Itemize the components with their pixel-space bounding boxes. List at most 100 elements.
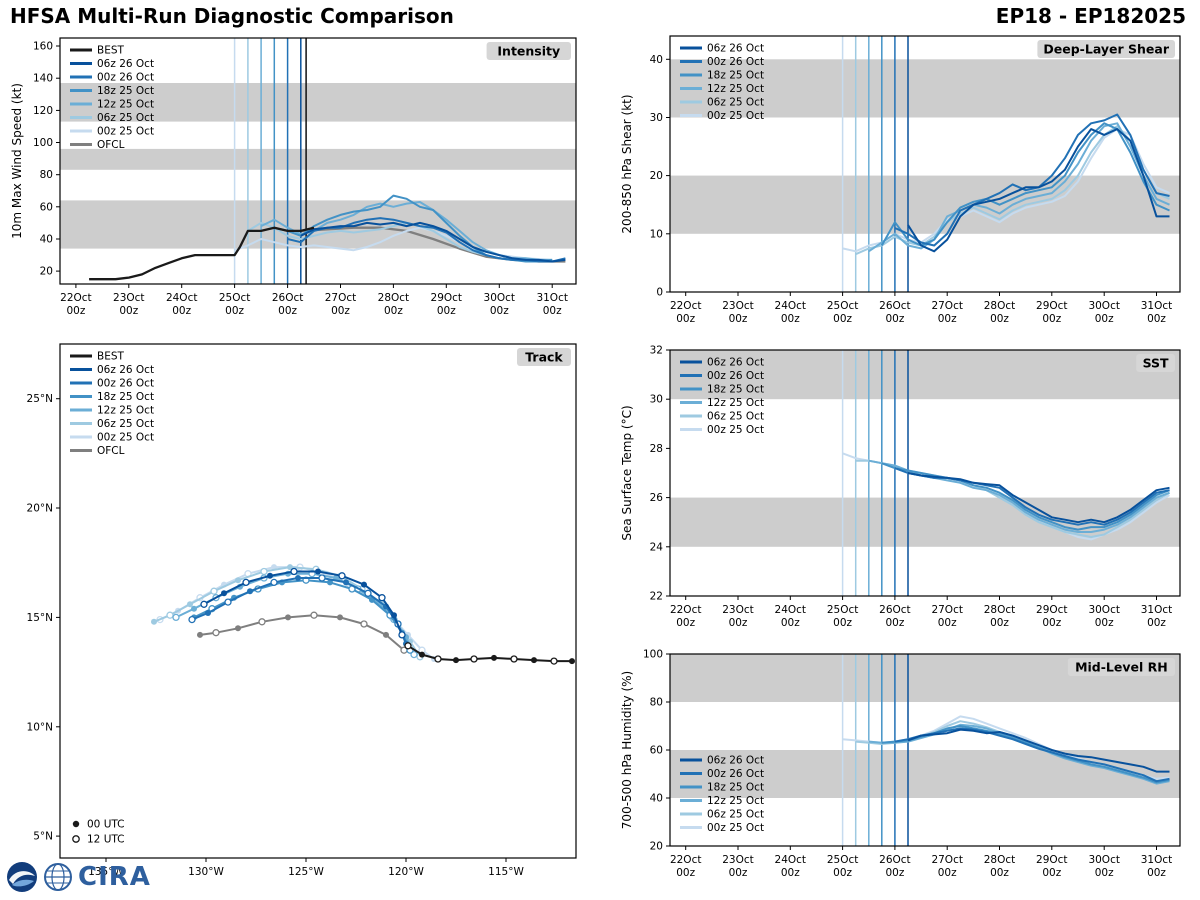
y-axis-label: 10m Max Wind Speed (kt) [10, 83, 24, 239]
svg-text:00z: 00z [1095, 617, 1114, 629]
svg-text:00z: 00z [938, 617, 957, 629]
legend-label: 00z 25 Oct [707, 822, 764, 834]
track-best [404, 642, 575, 665]
svg-text:00z: 00z [172, 305, 191, 317]
svg-text:25°N: 25°N [27, 393, 53, 405]
svg-text:00z: 00z [885, 617, 904, 629]
svg-text:Track: Track [525, 350, 563, 365]
svg-text:26Oct: 26Oct [879, 300, 911, 312]
svg-text:29Oct: 29Oct [431, 292, 463, 304]
track-06z-26-oct [200, 567, 406, 639]
svg-text:29Oct: 29Oct [1036, 604, 1068, 616]
svg-text:27Oct: 27Oct [931, 604, 963, 616]
legend-label: 00z 26 Oct [707, 56, 764, 68]
svg-text:Deep-Layer Shear: Deep-Layer Shear [1043, 42, 1169, 57]
panel-title: Track [517, 348, 571, 366]
mid-level-rh-chart: 22Oct00z23Oct00z24Oct00z25Oct00z26Oct00z… [620, 649, 1181, 879]
svg-text:00z: 00z [729, 617, 748, 629]
svg-text:10: 10 [650, 228, 663, 240]
x-axis: 22Oct00z23Oct00z24Oct00z25Oct00z26Oct00z… [60, 284, 568, 317]
svg-text:00z: 00z [1095, 313, 1114, 325]
svg-text:24Oct: 24Oct [775, 604, 807, 616]
sst-chart: 22Oct00z23Oct00z24Oct00z25Oct00z26Oct00z… [620, 345, 1181, 629]
svg-text:160: 160 [33, 41, 53, 53]
legend-label: 12z 25 Oct [97, 99, 154, 111]
svg-text:15°N: 15°N [27, 612, 53, 624]
svg-text:SST: SST [1143, 356, 1169, 371]
svg-text:00z: 00z [938, 867, 957, 879]
legend-label: OFCL [97, 445, 125, 457]
svg-text:00z: 00z [885, 867, 904, 879]
svg-text:23Oct: 23Oct [722, 604, 754, 616]
svg-text:30: 30 [650, 112, 663, 124]
svg-text:40: 40 [40, 234, 53, 246]
legend-label: 06z 25 Oct [97, 418, 154, 430]
legend-label: 06z 25 Oct [707, 411, 764, 423]
svg-text:22Oct: 22Oct [670, 300, 702, 312]
x-axis: 135°W 130°W 125°W 120°W 115°W [88, 858, 524, 878]
x-axis: 22Oct00z23Oct00z24Oct00z25Oct00z26Oct00z… [670, 596, 1172, 629]
svg-text:00z: 00z [1095, 867, 1114, 879]
series-06z-26-oct [907, 128, 1170, 253]
svg-text:25Oct: 25Oct [219, 292, 251, 304]
y-axis: 20 40 60 80 100 700-500 hPa Humidity (%) [620, 649, 670, 853]
svg-text:00z: 00z [1042, 617, 1061, 629]
legend-label: 12z 25 Oct [97, 405, 154, 417]
svg-text:00z: 00z [1147, 313, 1166, 325]
panel-title: Deep-Layer Shear [1037, 40, 1175, 58]
init-time-lines [841, 654, 909, 846]
marker-legend: 00 UTC 12 UTC [72, 819, 125, 846]
y-axis: 20 40 60 80 100 120 140 160 10m Max Wind Speed (… [10, 41, 60, 278]
sst-panel: 22Oct 00z 23Oct 00z 24Oct 00z 25Oct 00z 26Oct 00z… [618, 342, 1192, 642]
svg-text:20: 20 [40, 266, 53, 278]
svg-text:27Oct: 27Oct [931, 300, 963, 312]
svg-text:32: 32 [650, 345, 663, 357]
footer-logos: CIRA [6, 858, 151, 896]
svg-text:28Oct: 28Oct [984, 854, 1016, 866]
svg-text:80: 80 [40, 169, 53, 181]
svg-text:00z: 00z [225, 305, 244, 317]
svg-text:00z: 00z [676, 617, 695, 629]
shear-panel: 22Oct 00z 23Oct 00z 24Oct 00z 25Oct 00z 26Oct 00z… [618, 28, 1192, 338]
svg-text:00z: 00z [990, 617, 1009, 629]
svg-text:00z: 00z [676, 867, 695, 879]
legend-label: 06z 25 Oct [707, 97, 764, 109]
svg-text:20: 20 [650, 841, 663, 853]
svg-text:29Oct: 29Oct [1036, 300, 1068, 312]
svg-text:00z: 00z [833, 313, 852, 325]
svg-text:22: 22 [650, 591, 663, 603]
svg-text:23Oct: 23Oct [113, 292, 145, 304]
y-axis-label: 700-500 hPa Humidity (%) [620, 671, 634, 829]
cira-globe-icon [44, 863, 72, 891]
svg-text:12 UTC: 12 UTC [87, 834, 125, 846]
legend-label: 00z 25 Oct [707, 424, 764, 436]
svg-text:23Oct: 23Oct [722, 300, 754, 312]
svg-text:00z: 00z [729, 867, 748, 879]
track-panel: 135°W 130°W 125°W 120°W 115°W 5°N 10°N 15°N 20°N… [8, 336, 588, 892]
legend-label: 06z 26 Oct [707, 357, 764, 369]
legend-label: 18z 25 Oct [707, 384, 764, 396]
y-axis: 5°N 10°N 15°N 20°N 25°N [27, 393, 60, 843]
legend-label: 18z 25 Oct [97, 85, 154, 97]
svg-text:30Oct: 30Oct [1088, 854, 1120, 866]
svg-text:29Oct: 29Oct [1036, 854, 1068, 866]
series-best [89, 226, 315, 281]
svg-text:30: 30 [650, 394, 663, 406]
svg-text:28Oct: 28Oct [984, 604, 1016, 616]
svg-text:00z: 00z [437, 305, 456, 317]
svg-text:28Oct: 28Oct [378, 292, 410, 304]
svg-text:00z: 00z [543, 305, 562, 317]
svg-text:00z: 00z [490, 305, 509, 317]
svg-text:24Oct: 24Oct [775, 300, 807, 312]
svg-text:00z: 00z [331, 305, 350, 317]
legend-label: 06z 26 Oct [707, 43, 764, 55]
series-18z-25-oct [881, 462, 1170, 531]
svg-text:27Oct: 27Oct [325, 292, 357, 304]
svg-text:00z: 00z [781, 867, 800, 879]
svg-text:30Oct: 30Oct [1088, 604, 1120, 616]
svg-text:120°W: 120°W [388, 866, 424, 878]
